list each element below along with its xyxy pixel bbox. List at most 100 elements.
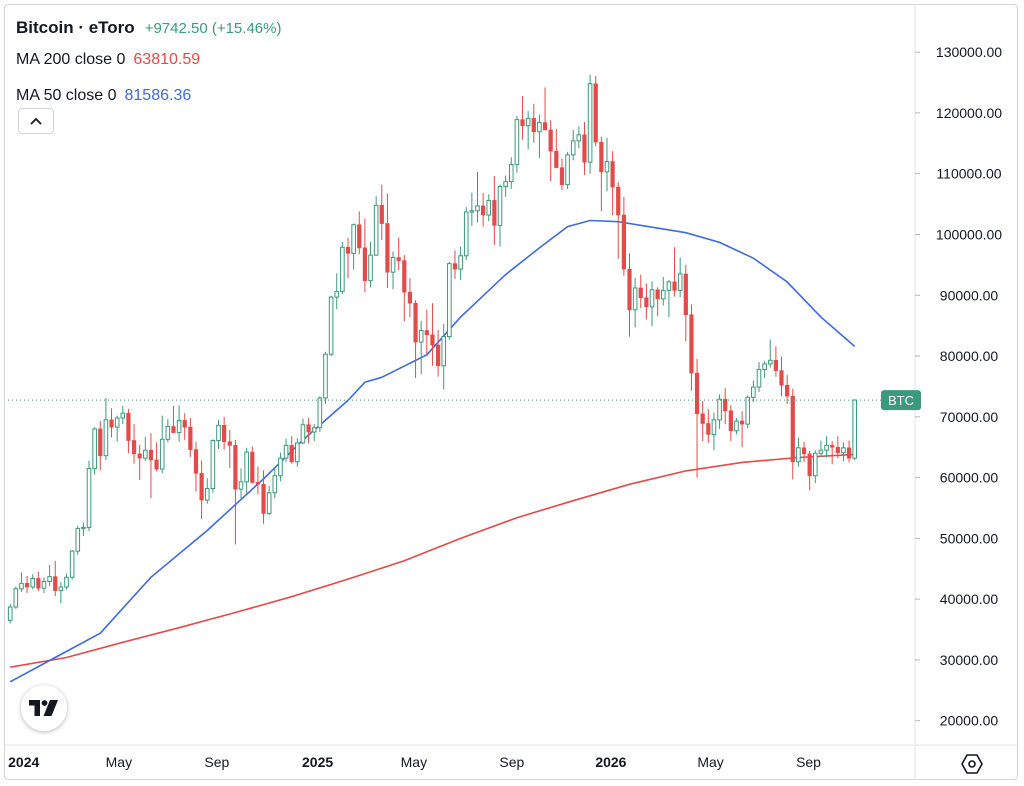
candle: [604, 137, 610, 192]
candle-body: [373, 204, 379, 256]
candle-body: [723, 398, 728, 412]
candle: [143, 436, 148, 462]
collapse-legend-button[interactable]: [18, 108, 54, 134]
candle: [98, 421, 103, 471]
candle-body: [773, 359, 778, 371]
candle-body: [413, 302, 418, 343]
x-tick-label: May: [401, 754, 427, 770]
candle: [148, 433, 154, 499]
candle: [660, 277, 666, 306]
candle-body: [255, 482, 261, 485]
candle: [841, 442, 846, 462]
candle: [103, 397, 109, 460]
candle: [717, 394, 722, 429]
candle: [430, 303, 435, 366]
candle: [323, 351, 328, 405]
candle: [283, 438, 289, 462]
candle: [542, 87, 548, 131]
y-tick-label: 130000.00: [936, 44, 1002, 60]
candle-body: [587, 83, 593, 163]
y-tick-label: 20000.00: [940, 713, 999, 729]
candle-body: [199, 473, 204, 501]
candle-body: [109, 419, 114, 428]
candle-body: [193, 449, 199, 474]
candle-body: [126, 412, 131, 441]
candle: [694, 359, 700, 478]
candle: [227, 430, 232, 468]
candle: [199, 460, 204, 519]
candle-body: [407, 291, 413, 304]
candle: [723, 388, 728, 425]
candle: [554, 128, 559, 168]
candle-body: [53, 576, 58, 591]
candle-body: [278, 457, 283, 477]
candle-body: [334, 291, 340, 298]
candle-body: [182, 420, 187, 428]
candle: [818, 440, 824, 457]
candle: [548, 120, 553, 181]
candle: [233, 439, 238, 545]
candle-body: [328, 296, 334, 355]
candle-body: [565, 154, 570, 186]
candle-body: [801, 447, 807, 455]
candle: [767, 339, 773, 368]
candle-body: [435, 344, 441, 367]
candle-body: [700, 413, 705, 424]
candle-body: [424, 330, 429, 336]
candle-body: [311, 427, 317, 433]
indicator-ma200-row[interactable]: MA 200 close 0 63810.59: [16, 42, 281, 78]
candle: [317, 396, 323, 433]
candle: [576, 126, 582, 149]
candle-body: [30, 577, 36, 588]
candle: [154, 442, 159, 472]
candle: [418, 320, 424, 375]
candle: [300, 418, 306, 445]
last-price-badge[interactable]: [881, 390, 921, 411]
candle-body: [323, 353, 328, 399]
candle-body: [503, 181, 508, 187]
settings-hexagon-icon[interactable]: [958, 750, 986, 778]
indicator-ma50-row[interactable]: MA 50 close 0 81586.36: [16, 78, 281, 114]
candle: [424, 309, 429, 355]
candle-body: [807, 453, 812, 477]
candle-body: [627, 268, 632, 311]
candle-body: [75, 528, 81, 552]
y-tick-label: 50000.00: [940, 530, 999, 546]
candle: [216, 419, 221, 450]
candle: [632, 277, 638, 328]
candle: [785, 374, 790, 405]
candle: [126, 408, 131, 454]
candle: [334, 273, 340, 310]
tradingview-logo-icon[interactable]: [21, 685, 67, 731]
candle-body: [47, 576, 52, 583]
x-tick-label: 2024: [8, 754, 39, 770]
x-tick-label: May: [106, 754, 132, 770]
candle: [689, 304, 694, 391]
candle-body: [402, 260, 407, 293]
candle: [289, 436, 294, 464]
candle-body: [520, 119, 525, 126]
candle: [711, 412, 717, 451]
candle: [250, 446, 255, 484]
candle: [41, 577, 47, 594]
candle-body: [227, 441, 232, 446]
candle: [373, 196, 379, 256]
candle-body: [131, 440, 137, 455]
candle: [385, 193, 390, 288]
candle: [368, 241, 373, 288]
candle-body: [385, 223, 390, 273]
candle: [204, 478, 210, 504]
candle-body: [812, 452, 818, 477]
candle-body: [41, 581, 47, 589]
candle: [413, 300, 418, 378]
candle: [171, 405, 176, 434]
candle: [683, 264, 688, 342]
symbol-row: Bitcoin · eToro +9742.50 (+15.46%): [16, 14, 281, 42]
candle: [531, 103, 536, 143]
candle-body: [441, 336, 447, 367]
candle: [81, 522, 86, 536]
candle: [706, 408, 711, 443]
candle: [616, 182, 621, 259]
indicator-ma200-value: 63810.59: [133, 51, 201, 68]
